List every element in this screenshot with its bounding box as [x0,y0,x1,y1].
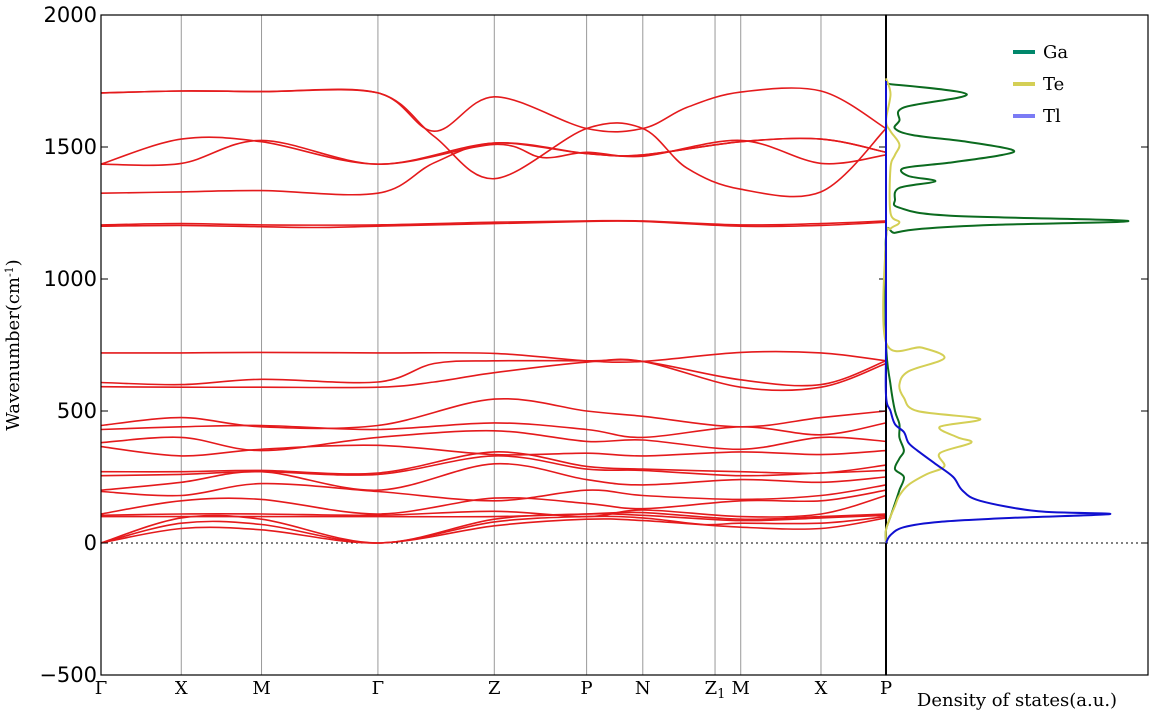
phonon-branch [100,455,887,477]
y-tick-label: 2000 [44,3,97,27]
phonon-branch [100,429,887,452]
phonon-branch [100,462,887,492]
y-tick-label: 1000 [44,267,97,291]
phonon-branch [100,422,887,439]
ylabel-main: Wavenumber(cm [3,277,24,431]
y-tick-label: 500 [57,399,97,423]
phonon-branch [100,139,887,167]
legend: Ga Te Tl [1013,42,1068,127]
phonon-branch [100,397,887,430]
dos-curve-ga [884,82,1130,544]
kpoint-label: Γ [95,678,108,699]
ylabel-close: ) [3,259,24,266]
kpoint-label: M [252,678,270,699]
phonon-branch [100,359,887,387]
dos-curve-te [882,78,982,544]
legend-label-tl: Tl [1043,106,1061,127]
kpoint-label: X [175,678,188,699]
phonon-branch [100,494,887,518]
kpoint-label: X [815,678,828,699]
kpoint-label: Z1 [705,678,726,702]
kpoint-label: Z [488,678,501,699]
phonon-branch [100,219,887,226]
phonon-branch [100,515,887,544]
phonon-branch [100,512,887,544]
band-frame [100,14,887,676]
kpoint-label: P [880,678,892,699]
phonon-branch [100,220,887,229]
y-tick-label: 1500 [44,135,97,159]
legend-label-ga: Ga [1043,42,1068,63]
kpoint-label: Γ [372,678,385,699]
phonon-branch [100,451,887,475]
dos-curve-tl [884,81,1112,544]
phonon-branch [100,358,887,392]
phonon-branch [100,137,887,196]
y-tick-label: −500 [39,663,97,687]
phonon-branch [100,482,887,502]
kpoint-label: P [581,678,593,699]
y-axis-label: Wavenumber(cm-1) [3,259,25,430]
phonon-branch [100,87,887,133]
band-structure-panel: −500 0 500 1000 1500 2000 Γ X M Γ Z P N Z1 M X P [39,3,1148,702]
phonon-branch [100,517,887,544]
legend-label-te: Te [1043,74,1064,95]
kpoint-label: M [732,678,750,699]
phonon-branch [100,350,887,363]
dos-panel [882,14,1149,676]
kpoint-label: N [635,678,651,699]
dos-xlabel: Density of states(a.u.) [917,690,1117,710]
ylabel-sup: -1 [3,266,16,277]
y-tick-label: 0 [84,531,97,555]
phonon-branch [100,489,887,515]
phonon-branch [100,444,887,457]
